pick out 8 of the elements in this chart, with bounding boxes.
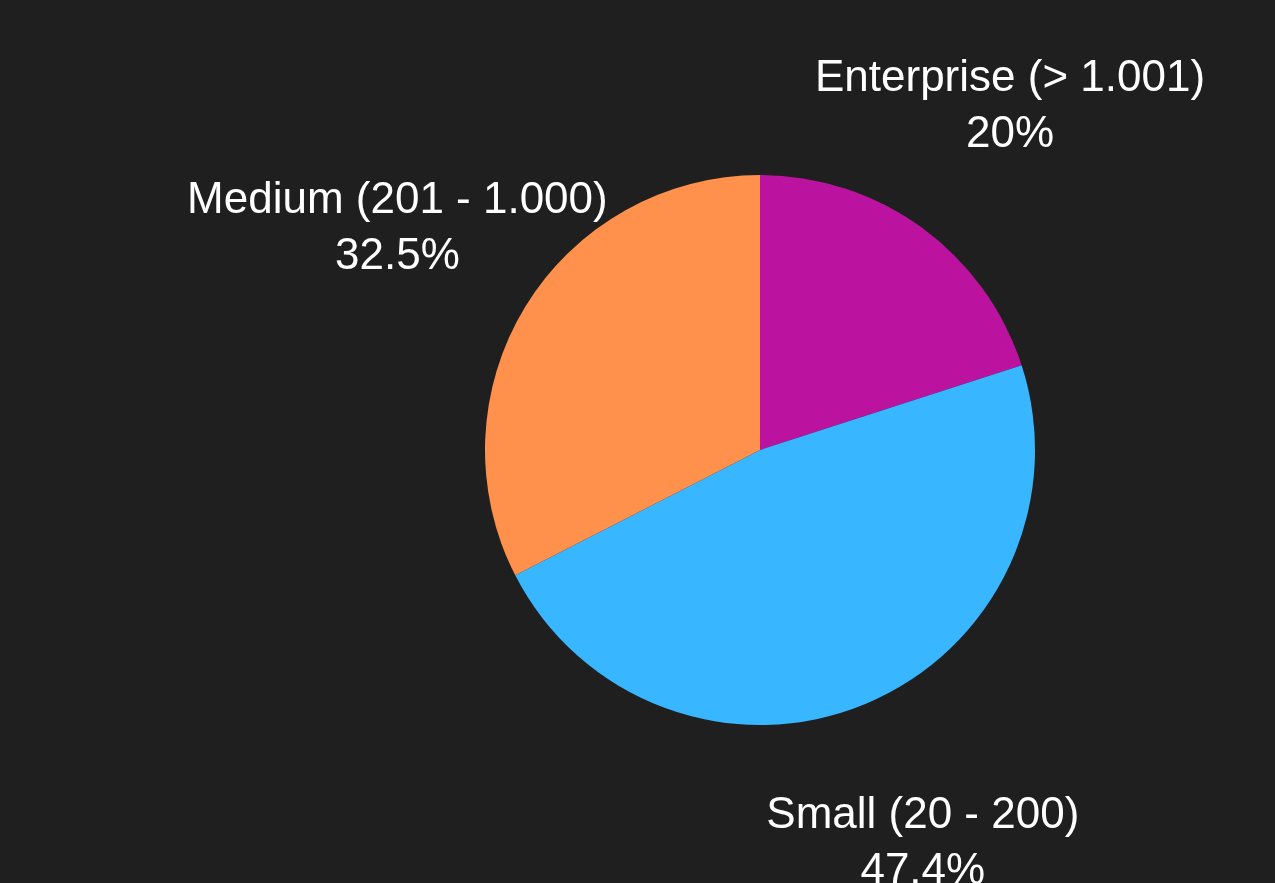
- pie-slice: [515, 365, 1035, 725]
- pie-slice: [485, 175, 760, 576]
- slice-label: Medium (201 - 1.000): [187, 173, 608, 223]
- slice-label: Small (20 - 200): [766, 787, 1080, 837]
- slice-label: Enterprise (> 1.001): [814, 51, 1206, 101]
- data-label: 32.5%: [335, 229, 460, 279]
- data-label: 20%: [965, 107, 1055, 157]
- pie-slice: [760, 175, 1022, 450]
